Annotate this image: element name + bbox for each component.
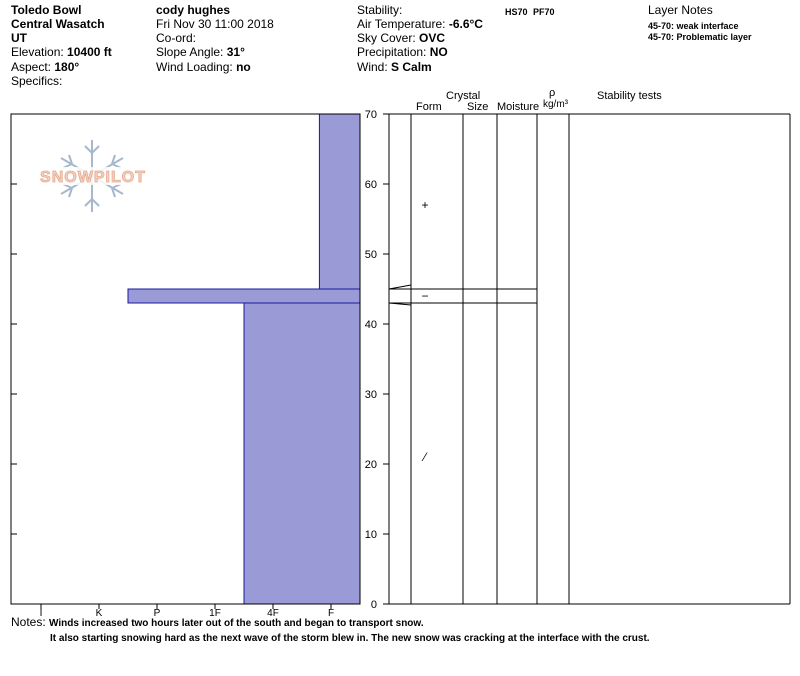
layer-note: 45-70: weak interface <box>648 21 739 31</box>
slope-label: Slope Angle: <box>156 45 224 59</box>
col-stability-tests: Stability tests <box>597 90 662 102</box>
hardness-bar <box>127 288 361 304</box>
height-tick-label: 40 <box>365 319 377 331</box>
crystal-form-symbol: + <box>421 198 428 212</box>
wind-label: Wind: <box>357 60 388 74</box>
height-axis: 0 10 20 30 40 50 60 70 <box>365 109 389 611</box>
height-tick-label: 20 <box>365 459 377 471</box>
height-tick-label: 10 <box>365 529 377 541</box>
notes-label: Notes: <box>11 615 46 629</box>
crystal-form-symbol: − <box>421 289 428 303</box>
hardness-bars <box>127 113 361 605</box>
notes-line: It also starting snowing hard as the nex… <box>50 633 650 644</box>
elevation-value: 10400 ft <box>67 45 112 59</box>
hardness-tick-label: P <box>154 608 161 619</box>
sky-value: OVC <box>419 31 446 45</box>
location-state: UT <box>11 31 27 45</box>
aspect-label: Aspect: <box>11 60 52 74</box>
snowpilot-logo: SNOWPILOT <box>34 140 152 212</box>
location-range: Central Wasatch <box>11 17 105 31</box>
hs-pf: HS70 PF70 <box>505 7 555 17</box>
layer-connector <box>388 284 412 290</box>
location-name: Toledo Bowl <box>11 3 82 17</box>
precip-value: NO <box>429 45 448 59</box>
hardness-tick-label: I <box>40 608 43 619</box>
air-temp-value: -6.6°C <box>448 17 483 31</box>
crystal-symbols: + − ⁄ <box>421 198 429 464</box>
sky-label: Sky Cover: <box>357 31 416 45</box>
crystal-form-symbol: ⁄ <box>421 450 428 464</box>
height-tick-label: 30 <box>365 389 377 401</box>
logo-text: SNOWPILOT <box>40 169 146 186</box>
precipitation: Precipitation: NO <box>357 45 448 59</box>
col-density-unit: kg/m³ <box>543 99 568 110</box>
hardness-tick-label: 4F <box>267 608 279 619</box>
col-form: Form <box>416 101 442 113</box>
notes-line: Winds increased two hours later out of t… <box>49 618 424 629</box>
layer-table <box>389 113 791 605</box>
slope-angle: Slope Angle: 31° <box>156 45 245 59</box>
hardness-tick-label: F <box>328 608 334 619</box>
datetime: Fri Nov 30 11:00 2018 <box>156 17 274 31</box>
wind-value: S Calm <box>391 60 432 74</box>
layer-notes-title: Layer Notes <box>648 3 713 17</box>
air-temperature: Air Temperature: -6.6°C <box>357 17 483 31</box>
left-ticks <box>11 113 17 605</box>
air-temp-label: Air Temperature: <box>357 17 446 31</box>
layer-note: 45-70: Problematic layer <box>648 32 752 42</box>
wind-loading: Wind Loading: no <box>156 60 251 74</box>
hardness-tick-label: K <box>96 608 103 619</box>
coord-label: Co-ord: <box>156 31 197 45</box>
hardness-bar <box>243 302 361 605</box>
wind-loading-label: Wind Loading: <box>156 60 233 74</box>
col-rho: ρ <box>549 87 556 99</box>
elevation-label: Elevation: <box>11 45 64 59</box>
height-tick-label: 50 <box>365 249 377 261</box>
observer: cody hughes <box>156 3 231 17</box>
notes: Notes: Winds increased two hours later o… <box>11 615 424 631</box>
height-tick-label: 70 <box>365 109 377 121</box>
specifics-label: Specifics: <box>11 74 63 88</box>
hardness-axis: I K P 1F 4F F <box>40 604 334 619</box>
wind: Wind: S Calm <box>357 60 432 74</box>
elevation: Elevation: 10400 ft <box>11 45 112 59</box>
aspect: Aspect: 180° <box>11 60 79 74</box>
hardness-plot-frame <box>10 113 361 605</box>
hardness-bar <box>318 113 361 290</box>
layer-boundaries <box>388 113 537 306</box>
wind-loading-value: no <box>236 60 251 74</box>
col-moisture: Moisture <box>497 101 540 113</box>
col-size: Size <box>467 101 489 113</box>
precip-label: Precipitation: <box>357 45 427 59</box>
sky-cover: Sky Cover: OVC <box>357 31 445 45</box>
layer-connector <box>388 302 412 306</box>
slope-value: 31° <box>226 45 245 59</box>
aspect-value: 180° <box>54 60 80 74</box>
height-tick-label: 60 <box>365 179 377 191</box>
stability-label: Stability: <box>357 3 403 17</box>
col-crystal: Crystal <box>446 90 481 102</box>
height-tick-label: 0 <box>371 599 377 611</box>
hardness-tick-label: 1F <box>209 608 221 619</box>
